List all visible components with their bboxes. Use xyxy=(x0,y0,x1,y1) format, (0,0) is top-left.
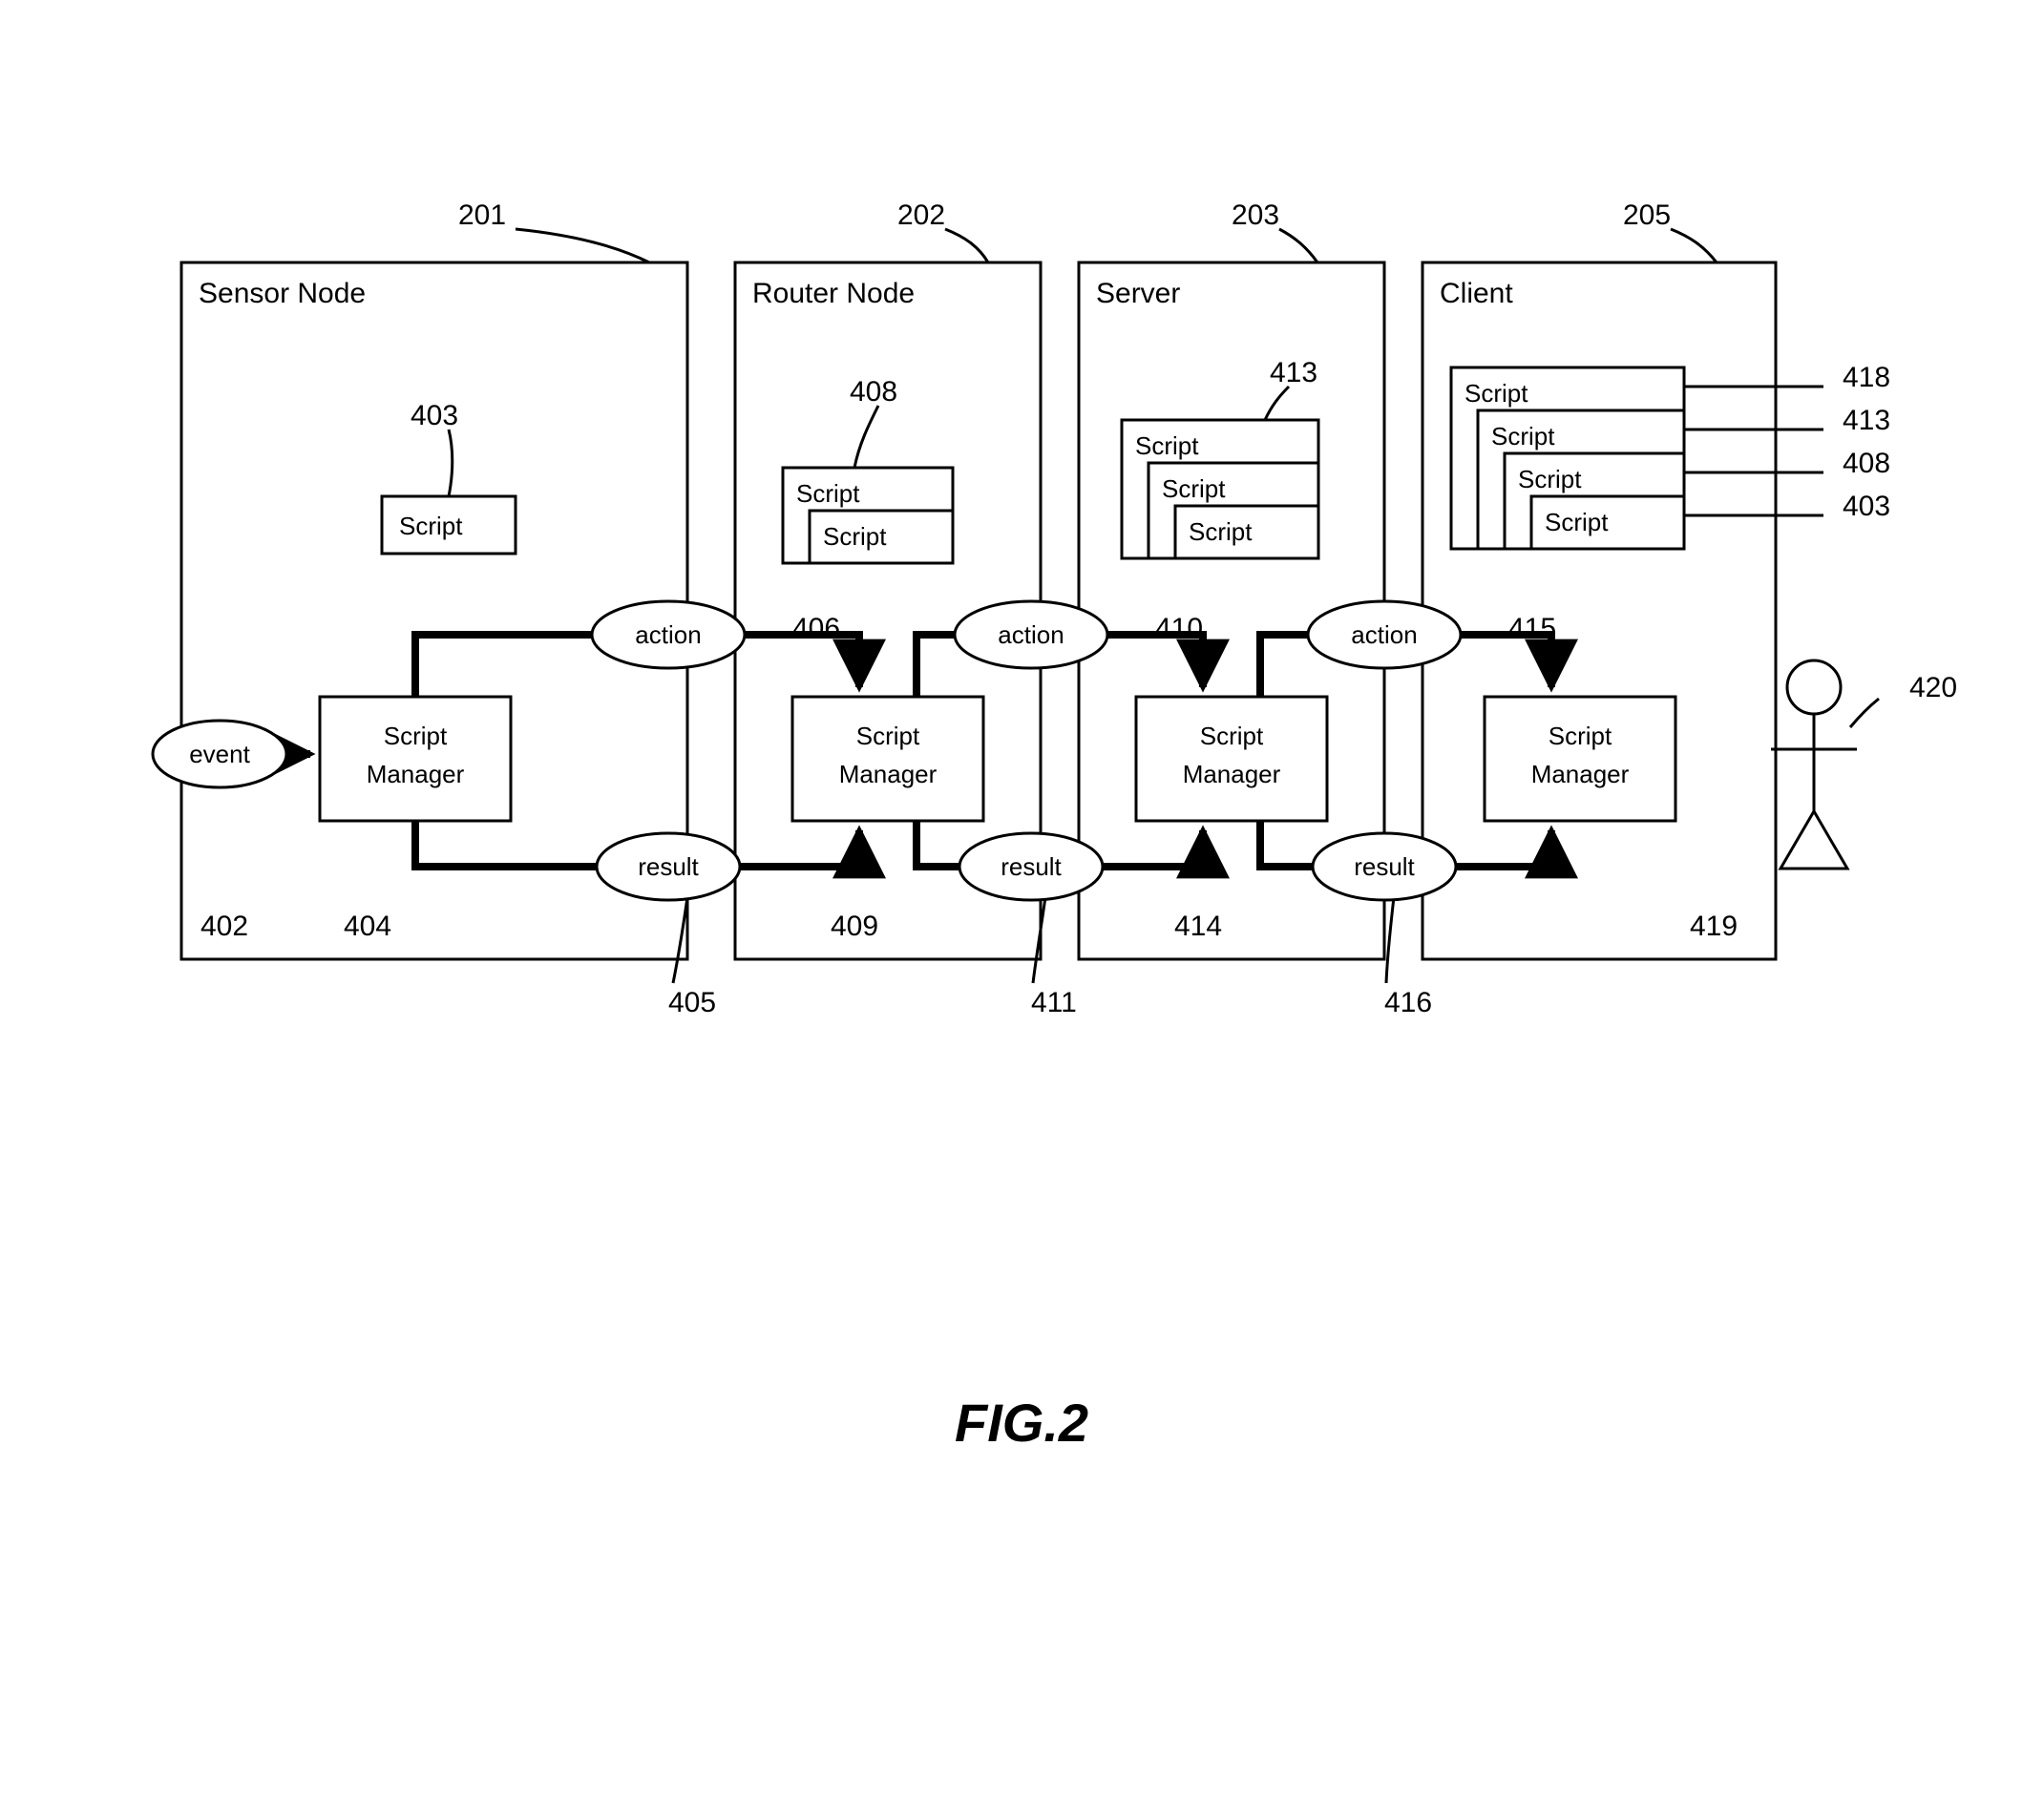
flow-result3-up xyxy=(1456,830,1551,867)
router-ref: 202 xyxy=(897,199,945,231)
server-mgr-ref: 414 xyxy=(1174,911,1222,942)
figure-2-diagram: Sensor Node 201 Router Node 202 Server 203 Cli… xyxy=(0,0,2044,1802)
oval-action1-label: action xyxy=(635,620,701,649)
oval-result3-label: result xyxy=(1354,852,1415,881)
client-script-ref-3: 403 xyxy=(1843,491,1890,522)
router-mgr-ref: 409 xyxy=(831,911,878,942)
client-mgr-l1: Script xyxy=(1549,722,1612,750)
figure-label: FIG.2 xyxy=(955,1393,1088,1453)
sensor-manager xyxy=(320,697,511,821)
leader-3 xyxy=(1671,229,1717,262)
leader-5 xyxy=(854,406,878,468)
sensor-title: Sensor Node xyxy=(199,278,366,309)
leader-1 xyxy=(945,229,988,262)
oval-result1-ref: 405 xyxy=(668,987,716,1018)
leader-4 xyxy=(449,430,453,496)
flow-result1-left xyxy=(415,821,597,867)
leader-0 xyxy=(516,229,649,262)
flow-result2-up xyxy=(1103,830,1203,867)
actor-ref: 420 xyxy=(1909,672,1957,703)
router-mgr-l2: Manager xyxy=(839,760,938,788)
actor-head xyxy=(1787,660,1841,714)
server-script-label-1: Script xyxy=(1162,474,1226,503)
client-script-ref-0: 418 xyxy=(1843,362,1890,393)
sensor-ref: 201 xyxy=(458,199,506,231)
oval-result1-label: result xyxy=(638,852,699,881)
server-ref: 203 xyxy=(1232,199,1279,231)
sensor-mgr-ref: 404 xyxy=(344,911,391,942)
sensor-script-ref: 403 xyxy=(411,400,458,431)
flow-server-up xyxy=(1260,635,1308,697)
router-script-label-1: Script xyxy=(823,522,887,551)
client-manager xyxy=(1485,697,1675,821)
oval-action2-ref: 410 xyxy=(1155,613,1203,644)
client-script-label-0: Script xyxy=(1465,379,1528,408)
server-script-label-0: Script xyxy=(1135,431,1199,460)
leader-2 xyxy=(1279,229,1317,262)
router-manager xyxy=(792,697,983,821)
router-script-ref: 408 xyxy=(850,376,897,408)
oval-result2-ref: 411 xyxy=(1031,987,1077,1018)
server-mgr-l1: Script xyxy=(1200,722,1264,750)
oval-event-ref: 402 xyxy=(200,911,248,942)
flow-result1-up xyxy=(740,830,859,867)
oval-result3-ref: 416 xyxy=(1384,987,1432,1018)
client-mgr-l2: Manager xyxy=(1531,760,1630,788)
server-script-ref: 413 xyxy=(1270,357,1317,388)
oval-action3-ref: 415 xyxy=(1508,613,1556,644)
router-mgr-l1: Script xyxy=(856,722,920,750)
server-mgr-l2: Manager xyxy=(1183,760,1281,788)
sensor-mgr-l1: Script xyxy=(384,722,448,750)
sensor-mgr-l2: Manager xyxy=(367,760,465,788)
server-script-label-2: Script xyxy=(1189,517,1253,546)
oval-result2-label: result xyxy=(1001,852,1062,881)
oval-action1-ref: 406 xyxy=(792,613,840,644)
client-mgr-ref: 419 xyxy=(1690,911,1738,942)
client-script-ref-1: 413 xyxy=(1843,405,1890,436)
leader-6 xyxy=(1265,387,1289,420)
client-script-label-1: Script xyxy=(1491,422,1555,450)
sensor-script-label: Script xyxy=(399,512,463,540)
router-title: Router Node xyxy=(752,278,915,309)
client-script-label-3: Script xyxy=(1545,508,1609,536)
client-title: Client xyxy=(1440,278,1513,309)
router-script-label-0: Script xyxy=(796,479,860,508)
client-ref: 205 xyxy=(1623,199,1671,231)
flow-router-up xyxy=(917,635,955,697)
client-script-label-2: Script xyxy=(1518,465,1582,493)
leader-13 xyxy=(1386,897,1394,983)
leader-11 xyxy=(673,897,687,983)
client-script-ref-2: 408 xyxy=(1843,448,1890,479)
oval-action3-label: action xyxy=(1351,620,1417,649)
server-title: Server xyxy=(1096,278,1180,309)
server-manager xyxy=(1136,697,1327,821)
flow-result3-left xyxy=(1260,821,1313,867)
leader-14 xyxy=(1850,699,1879,727)
flow-sensor-up xyxy=(415,635,592,697)
actor-legs xyxy=(1781,811,1847,869)
oval-event-label: event xyxy=(189,740,250,768)
oval-action2-label: action xyxy=(998,620,1064,649)
flow-result2-left xyxy=(917,821,959,867)
